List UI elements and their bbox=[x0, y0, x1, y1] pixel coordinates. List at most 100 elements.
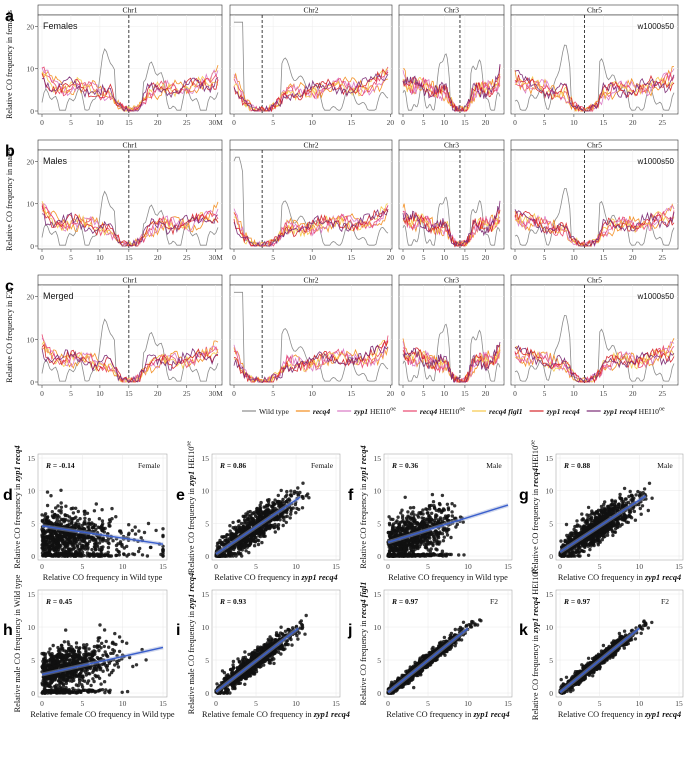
panel-frame bbox=[510, 149, 679, 250]
x-tick-label: 20 bbox=[387, 253, 395, 262]
data-point bbox=[125, 554, 129, 558]
chromosome-label: Chr3 bbox=[444, 6, 459, 15]
x-tick-label: 15 bbox=[348, 253, 356, 262]
data-point bbox=[638, 506, 642, 511]
series-line bbox=[233, 344, 389, 383]
label-text: Relative CO frequency in Wild type bbox=[43, 573, 163, 582]
data-point bbox=[117, 649, 122, 654]
x-tick-label: 20 bbox=[387, 118, 395, 127]
data-point bbox=[75, 544, 79, 548]
data-point bbox=[161, 551, 165, 556]
data-point bbox=[120, 544, 124, 548]
window-label: w1000s50 bbox=[637, 292, 675, 301]
data-point bbox=[84, 673, 89, 677]
data-point bbox=[442, 535, 446, 539]
data-point bbox=[580, 549, 584, 553]
x-tick-label: 0 bbox=[386, 562, 390, 571]
chromosome-label: Chr3 bbox=[444, 141, 459, 150]
label-superscript: oe bbox=[659, 407, 665, 413]
data-point bbox=[236, 528, 240, 533]
data-point bbox=[576, 544, 581, 548]
line-row-b: Relative CO frequency in males 01020Chr10… bbox=[5, 139, 679, 262]
data-point bbox=[92, 536, 96, 540]
data-point bbox=[248, 509, 252, 514]
data-point bbox=[306, 492, 310, 496]
label-text: Relative CO frequency in bbox=[359, 482, 368, 569]
chromosome-label: Chr5 bbox=[587, 276, 602, 285]
data-point bbox=[59, 505, 64, 509]
data-point bbox=[114, 642, 118, 647]
data-point bbox=[393, 531, 397, 535]
data-point bbox=[60, 529, 64, 533]
series-line bbox=[402, 341, 501, 383]
data-point bbox=[81, 544, 85, 548]
data-point bbox=[99, 682, 103, 686]
data-point bbox=[80, 685, 85, 689]
data-point bbox=[239, 551, 243, 556]
data-point bbox=[286, 498, 290, 502]
data-point bbox=[231, 520, 235, 525]
series-line bbox=[514, 211, 675, 248]
x-tick-label: 20 bbox=[387, 389, 395, 398]
x-tick-label: 5 bbox=[80, 562, 84, 571]
data-point bbox=[50, 543, 54, 547]
data-point bbox=[264, 527, 268, 531]
data-point bbox=[92, 679, 96, 684]
data-point bbox=[161, 554, 165, 558]
x-tick-label: 30M bbox=[209, 389, 224, 398]
x-tick-label: 5 bbox=[422, 389, 426, 398]
data-point bbox=[47, 544, 52, 549]
data-point bbox=[104, 639, 108, 644]
panel-frame bbox=[229, 14, 393, 115]
panel-letter-d: d bbox=[3, 487, 13, 504]
window-label: w1000s50 bbox=[637, 157, 675, 166]
x-tick-label: 0 bbox=[40, 389, 44, 398]
chromosome-label: Chr2 bbox=[304, 141, 319, 150]
data-point bbox=[45, 515, 49, 520]
data-point bbox=[62, 640, 67, 644]
data-point bbox=[48, 647, 52, 651]
data-point bbox=[597, 513, 601, 518]
data-point bbox=[92, 509, 97, 513]
data-point bbox=[43, 514, 47, 518]
data-point bbox=[616, 517, 620, 521]
data-point bbox=[285, 514, 289, 518]
data-point bbox=[98, 526, 102, 530]
data-point bbox=[106, 545, 111, 550]
y-tick-label: 5 bbox=[31, 519, 35, 528]
data-point bbox=[80, 539, 84, 543]
data-point bbox=[624, 497, 628, 501]
x-tick-label: 0 bbox=[40, 699, 44, 708]
panel-letter-j: j bbox=[347, 622, 352, 639]
points bbox=[214, 481, 311, 558]
data-point bbox=[52, 528, 57, 532]
data-point bbox=[417, 526, 421, 530]
data-point bbox=[450, 502, 454, 506]
data-point bbox=[114, 553, 118, 558]
panel-frame bbox=[37, 14, 223, 115]
x-tick-label: 30M bbox=[209, 253, 224, 262]
data-point bbox=[118, 529, 123, 533]
data-point bbox=[569, 531, 573, 535]
data-point bbox=[57, 515, 61, 519]
data-point bbox=[400, 508, 404, 512]
data-point bbox=[610, 499, 614, 503]
data-point bbox=[142, 530, 147, 535]
data-point bbox=[87, 535, 92, 539]
x-axis-title: Relative CO frequency in zyp1 recq4 bbox=[214, 573, 337, 582]
data-point bbox=[575, 519, 579, 523]
x-tick-label: 10 bbox=[308, 389, 316, 398]
data-point bbox=[445, 533, 450, 537]
data-point bbox=[99, 551, 103, 556]
data-point bbox=[61, 553, 66, 557]
label-text: = 0.86 bbox=[225, 461, 246, 470]
data-point bbox=[590, 522, 594, 527]
x-tick-label: 20 bbox=[629, 118, 637, 127]
data-point bbox=[246, 516, 250, 521]
label-text: Wild type bbox=[259, 407, 289, 416]
data-point bbox=[634, 493, 638, 497]
